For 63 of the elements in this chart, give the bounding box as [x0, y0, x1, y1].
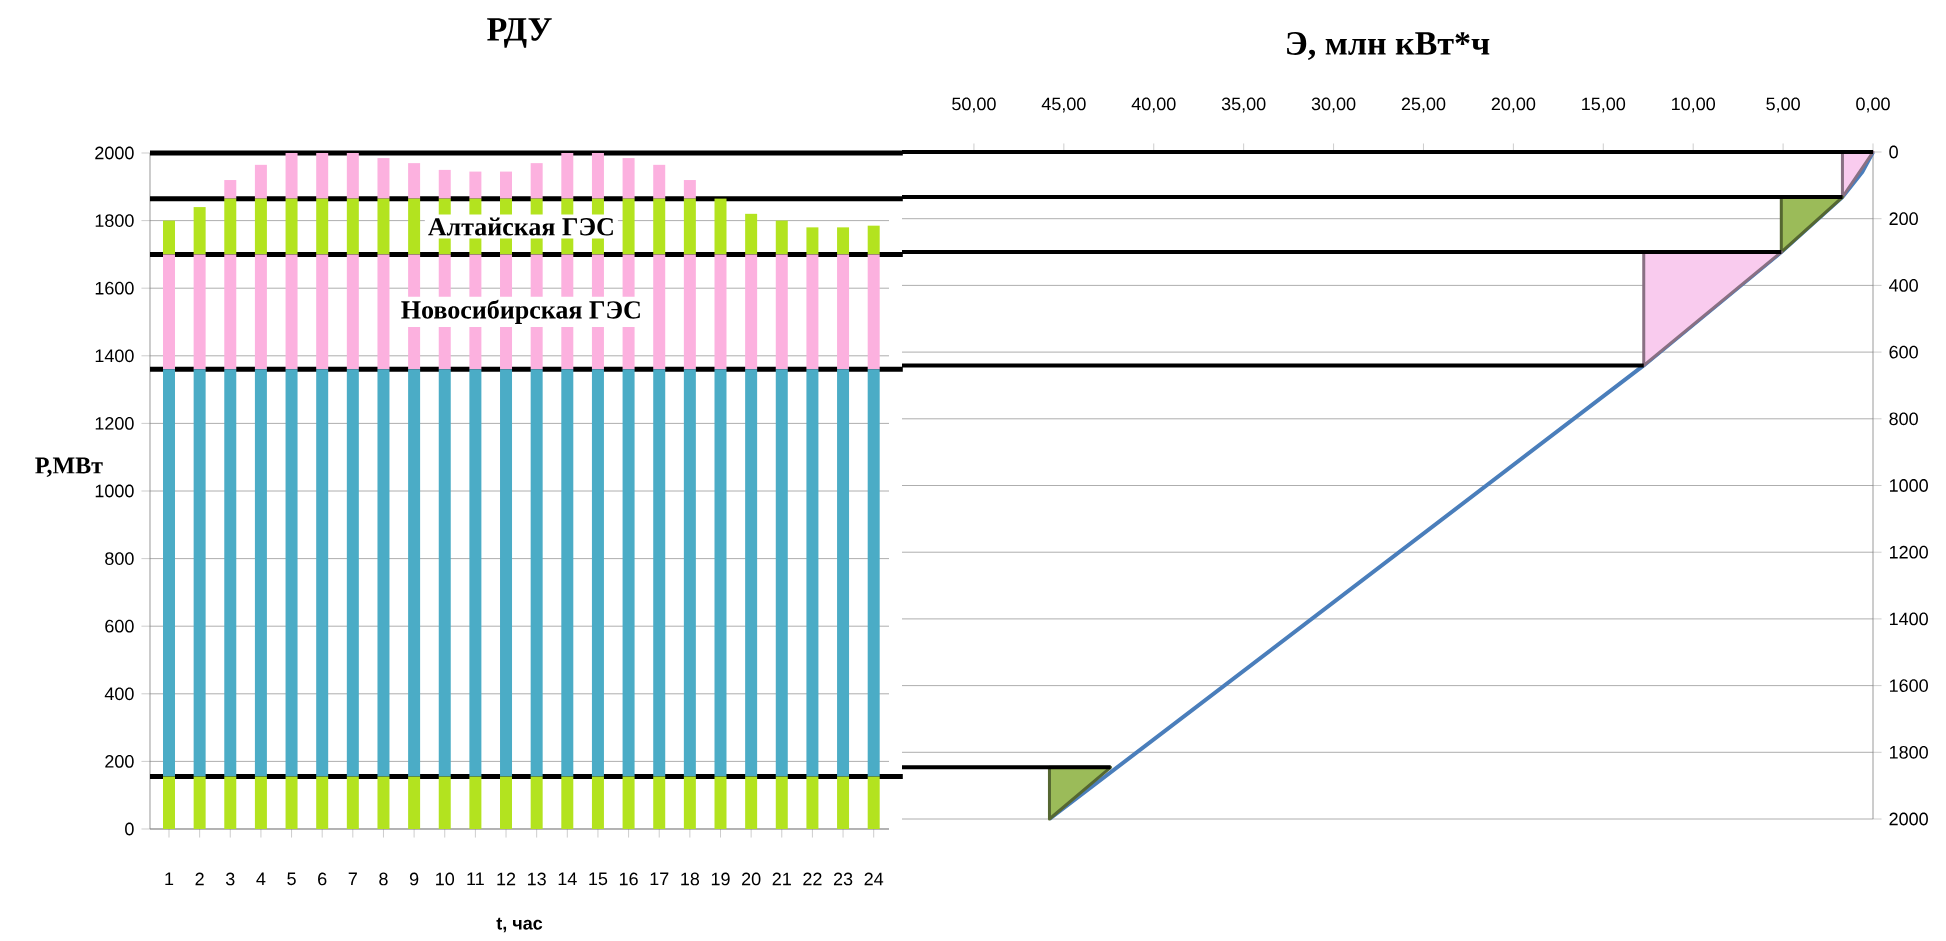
x-tick-label: 10,00 — [1672, 97, 1716, 113]
x-tick-label: 6 — [318, 872, 327, 886]
y-tick-label: 1000 — [1889, 479, 1928, 492]
y-tick-label: 1400 — [95, 349, 134, 363]
y-tick-label: 200 — [105, 755, 134, 768]
x-tick-label: 40,00 — [1131, 97, 1176, 113]
x-tick-label: 9 — [409, 872, 419, 886]
y-axis-title: Р,МВт — [35, 457, 103, 478]
y-tick-label: 1600 — [1889, 679, 1928, 692]
y-tick-label: 1600 — [95, 281, 134, 295]
x-tick-label: 21 — [772, 872, 791, 886]
x-tick-label: 30,00 — [1311, 97, 1356, 113]
y-tick-label: 2000 — [1889, 812, 1928, 826]
y-tick-label: 200 — [1889, 212, 1918, 226]
x-tick-label: 15 — [589, 872, 608, 886]
y-tick-label: 0 — [125, 822, 134, 836]
x-tick-label: 10 — [436, 872, 455, 886]
x-tick-label: 3 — [225, 872, 235, 886]
y-tick-label: 1200 — [95, 417, 134, 430]
y-tick-label: 1200 — [1889, 545, 1928, 559]
y-tick-label: 400 — [1889, 279, 1918, 292]
x-tick-label: 15,00 — [1582, 97, 1626, 113]
x-tick-label: 7 — [348, 872, 357, 885]
x-tick-label: 5,00 — [1766, 97, 1800, 113]
x-axis-title: t, час — [496, 917, 543, 933]
y-tick-label: 800 — [105, 552, 134, 565]
x-tick-label: 18 — [681, 872, 700, 886]
x-tick-label: 13 — [528, 872, 546, 886]
x-tick-label: 24 — [864, 872, 884, 886]
y-tick-label: 600 — [1889, 345, 1918, 359]
annotation: Новосибирская ГЭС — [401, 299, 640, 324]
x-tick-label: 16 — [619, 872, 638, 886]
x-tick-label: 12 — [497, 872, 516, 886]
y-tick-label: 400 — [104, 687, 134, 701]
y-tick-label: 1800 — [1889, 745, 1928, 759]
y-tick-label: 600 — [105, 619, 134, 633]
x-tick-label: 5 — [287, 872, 296, 886]
x-tick-label: 11 — [467, 872, 484, 885]
x-tick-label: 23 — [833, 872, 853, 886]
annotation: Алтайская ГЭС — [428, 217, 613, 236]
x-tick-label: 50,00 — [952, 97, 996, 113]
x-tick-label: 20 — [742, 872, 761, 886]
x-tick-label: 8 — [379, 872, 388, 886]
x-tick-label: 25,00 — [1401, 97, 1446, 113]
y-tick-label: 1400 — [1889, 612, 1928, 626]
x-tick-label: 4 — [256, 872, 266, 885]
x-tick-label: 19 — [711, 872, 730, 886]
x-tick-label: 20,00 — [1491, 97, 1536, 113]
x-tick-label: 22 — [803, 872, 822, 886]
x-tick-label: 2 — [195, 872, 204, 886]
y-tick-label: 1000 — [95, 484, 134, 498]
y-tick-label: 0 — [1889, 145, 1898, 159]
x-axis-title: Э, млн кВт*ч — [1287, 32, 1490, 60]
chart-title: РДУ — [487, 18, 552, 48]
y-tick-label: 2000 — [95, 146, 134, 160]
y-tick-label: 800 — [1889, 412, 1918, 426]
x-tick-label: 0,00 — [1856, 97, 1890, 113]
x-tick-label: 17 — [650, 872, 669, 885]
x-tick-label: 1 — [165, 872, 174, 885]
x-tick-label: 45,00 — [1041, 97, 1086, 113]
x-tick-label: 35,00 — [1221, 97, 1266, 113]
y-tick-label: 1800 — [95, 214, 134, 227]
x-tick-label: 14 — [558, 872, 577, 885]
